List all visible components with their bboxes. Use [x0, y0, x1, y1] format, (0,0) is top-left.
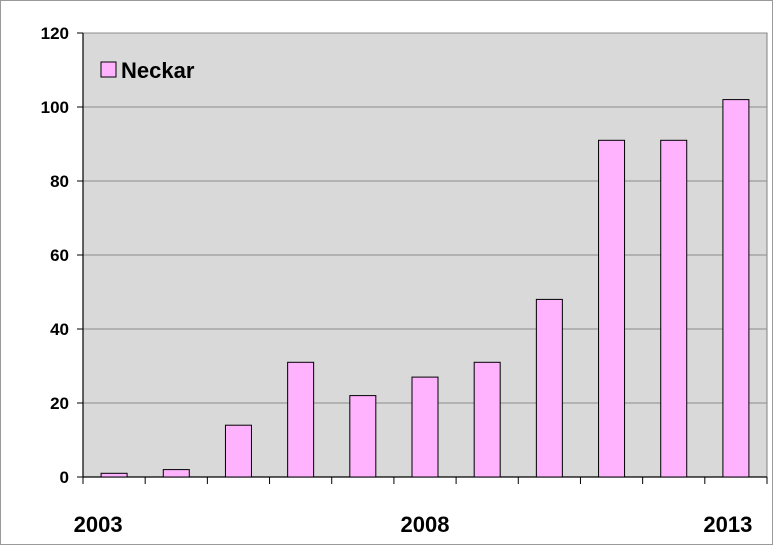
bar-2004: [162, 469, 190, 478]
bar-2003: [100, 472, 128, 478]
legend-label-neckar: Neckar: [121, 58, 195, 83]
x-tick-label: 2003: [74, 512, 123, 537]
bar-2005: [224, 424, 252, 478]
bar-2008: [411, 376, 439, 478]
x-tick-label: 2008: [401, 512, 450, 537]
y-tick-label: 20: [50, 394, 69, 413]
bar-2012: [660, 139, 688, 478]
y-tick-label: 120: [41, 24, 69, 43]
legend: Neckar: [100, 58, 195, 83]
plot-area: 0 20 40 60 80 100 120 2003 2008 2013: [41, 24, 768, 537]
x-tick-label: 2013: [703, 512, 752, 537]
y-tick-label: 0: [60, 468, 69, 487]
legend-swatch-neckar: [100, 61, 117, 78]
bar-2010: [535, 298, 563, 478]
y-tick-label: 40: [50, 320, 69, 339]
y-tick-label: 60: [50, 246, 69, 265]
bar-2013: [722, 99, 750, 478]
y-tick-label: 80: [50, 172, 69, 191]
y-tick-label: 100: [41, 98, 69, 117]
bar-2009: [473, 361, 501, 478]
bar-2006: [287, 361, 315, 478]
bar-2011: [598, 139, 626, 478]
bar-2007: [349, 395, 377, 478]
